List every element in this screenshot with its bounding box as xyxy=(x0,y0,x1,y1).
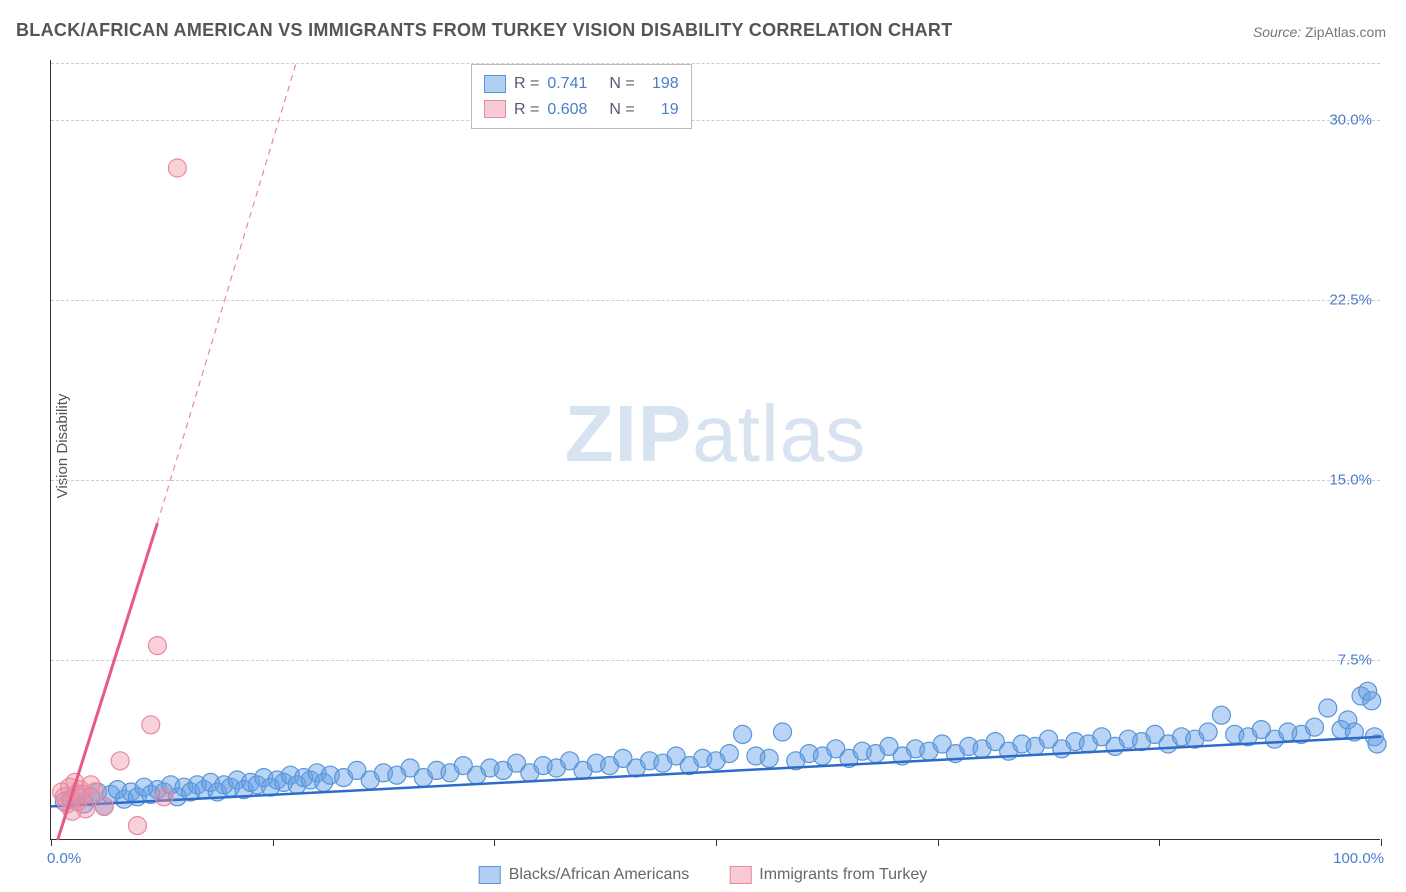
scatter-overlay xyxy=(51,60,1380,839)
data-point xyxy=(1363,692,1381,710)
legend-n-label: N = xyxy=(609,71,634,97)
data-point xyxy=(155,788,173,806)
trendline xyxy=(51,737,1381,807)
data-point xyxy=(760,749,778,767)
data-point xyxy=(720,745,738,763)
legend-r-value: 0.741 xyxy=(547,71,601,97)
correlation-legend: R = 0.741 N = 198 R = 0.608 N = 19 xyxy=(471,64,692,129)
data-point xyxy=(1306,718,1324,736)
plot-area: ZIPatlas 7.5%15.0%22.5%30.0% R = 0.741 N… xyxy=(50,60,1380,840)
x-tick xyxy=(51,839,52,846)
data-point xyxy=(111,752,129,770)
source-attribution: Source: ZipAtlas.com xyxy=(1253,24,1386,40)
series-legend-item: Blacks/African Americans xyxy=(479,866,690,884)
x-tick xyxy=(1159,839,1160,846)
series-legend-item: Immigrants from Turkey xyxy=(729,866,927,884)
x-tick xyxy=(494,839,495,846)
legend-row: R = 0.741 N = 198 xyxy=(484,71,679,97)
legend-swatch xyxy=(484,100,506,118)
data-point xyxy=(1199,723,1217,741)
series-legend: Blacks/African Americans Immigrants from … xyxy=(479,866,928,884)
legend-n-value: 198 xyxy=(643,71,679,97)
legend-n-label: N = xyxy=(609,97,634,123)
data-point xyxy=(148,637,166,655)
legend-swatch xyxy=(729,866,751,884)
legend-r-label: R = xyxy=(514,97,539,123)
x-tick xyxy=(1381,839,1382,846)
data-point xyxy=(168,159,186,177)
x-axis-end-label: 100.0% xyxy=(1333,850,1384,867)
legend-swatch xyxy=(484,75,506,93)
legend-r-label: R = xyxy=(514,71,539,97)
source-label: Source: xyxy=(1253,24,1301,40)
data-point xyxy=(128,817,146,835)
legend-row: R = 0.608 N = 19 xyxy=(484,97,679,123)
x-axis-start-label: 0.0% xyxy=(47,850,81,867)
x-tick xyxy=(938,839,939,846)
trendline-extrapolation xyxy=(157,60,297,523)
data-point xyxy=(77,800,95,818)
x-tick xyxy=(716,839,717,846)
chart-title: BLACK/AFRICAN AMERICAN VS IMMIGRANTS FRO… xyxy=(16,20,953,41)
legend-n-value: 19 xyxy=(643,97,679,123)
data-point xyxy=(1212,706,1230,724)
data-point xyxy=(142,716,160,734)
source-value: ZipAtlas.com xyxy=(1305,24,1386,40)
legend-swatch xyxy=(479,866,501,884)
data-point xyxy=(774,723,792,741)
x-tick xyxy=(273,839,274,846)
legend-r-value: 0.608 xyxy=(547,97,601,123)
data-point xyxy=(1319,699,1337,717)
data-point xyxy=(95,797,113,815)
data-point xyxy=(734,725,752,743)
series-legend-label: Blacks/African Americans xyxy=(509,866,690,884)
series-legend-label: Immigrants from Turkey xyxy=(759,866,927,884)
